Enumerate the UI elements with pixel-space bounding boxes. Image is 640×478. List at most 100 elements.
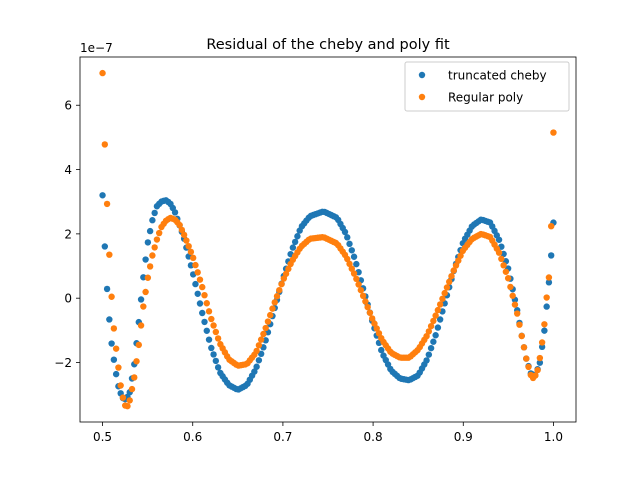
data-point (430, 338, 437, 345)
data-point (101, 243, 109, 250)
data-point (550, 129, 557, 136)
data-point (189, 254, 197, 262)
legend-box (404, 61, 570, 112)
data-point (192, 280, 199, 288)
axes-layer: 0.5 0.6 0.7 0.8 0.9 1.0 −2 0 2 4 6 (54, 56, 577, 444)
data-point (518, 332, 525, 340)
data-point (196, 276, 204, 283)
data-point (126, 397, 133, 404)
data-point (212, 328, 220, 336)
data-point (278, 280, 285, 288)
data-point (201, 291, 208, 299)
data-point (430, 317, 437, 325)
data-point (208, 344, 215, 352)
data-point (180, 231, 188, 239)
data-point (344, 234, 351, 241)
data-point (199, 309, 206, 317)
data-point (112, 345, 120, 352)
data-point (212, 357, 220, 365)
x-tick-label: 0.9 (454, 430, 473, 444)
data-point (110, 356, 118, 363)
data-point (201, 318, 208, 326)
data-point (502, 268, 510, 275)
data-point (253, 363, 260, 370)
data-point (439, 295, 446, 302)
legend-label: truncated cheby (448, 69, 547, 83)
data-point (532, 372, 539, 379)
data-point (106, 316, 113, 323)
data-point (133, 358, 140, 365)
data-point (285, 265, 292, 273)
data-point (214, 364, 222, 371)
data-point (210, 351, 217, 358)
data-point (115, 364, 122, 371)
data-point (273, 293, 281, 300)
data-point (448, 272, 455, 280)
data-point (362, 298, 369, 305)
data-point (364, 303, 371, 311)
data-point (547, 223, 555, 230)
data-point (346, 240, 353, 248)
data-point (457, 252, 464, 259)
data-point (146, 263, 154, 270)
x-tick-label: 0.7 (273, 430, 292, 444)
data-point (257, 350, 265, 358)
data-point (455, 257, 462, 264)
data-point (208, 315, 215, 323)
data-point (509, 292, 516, 299)
y-tick-label: 0 (64, 292, 72, 306)
y-tick-label: 6 (64, 99, 72, 113)
data-point (103, 200, 111, 208)
data-point (112, 370, 120, 378)
data-point (269, 305, 276, 312)
data-point (495, 249, 503, 256)
data-point (137, 322, 145, 329)
series-regular-poly (99, 69, 557, 410)
data-point (99, 192, 106, 199)
data-point (194, 269, 201, 276)
y-tick-label: −2 (54, 356, 72, 370)
data-point (205, 336, 213, 343)
data-point (536, 359, 544, 366)
data-point (504, 275, 512, 282)
data-point (353, 275, 360, 283)
data-point (432, 312, 439, 319)
data-point (545, 274, 553, 281)
data-point (536, 354, 544, 362)
data-point (425, 328, 433, 335)
data-point (185, 243, 192, 250)
data-point (541, 327, 548, 334)
data-point (253, 347, 260, 355)
data-point (348, 247, 355, 254)
data-point (425, 351, 433, 358)
data-point (341, 228, 349, 236)
data-point (144, 239, 152, 246)
data-point (264, 318, 272, 325)
data-point (142, 256, 149, 263)
data-point (348, 265, 355, 272)
data-point (131, 374, 138, 381)
data-point (280, 275, 288, 282)
data-point (142, 288, 149, 296)
data-point (498, 255, 505, 263)
data-point (289, 244, 297, 251)
data-point (543, 294, 550, 301)
x-tick-label: 0.6 (183, 430, 202, 444)
data-point (262, 324, 269, 332)
data-point (106, 251, 113, 258)
chart-title: Residual of the cheby and poly fit (206, 37, 450, 53)
data-point (452, 262, 460, 269)
legend: truncated cheby Regular poly (404, 61, 570, 112)
data-point (350, 270, 358, 277)
data-point (366, 309, 374, 316)
data-point (99, 69, 106, 77)
x-tick-label: 0.8 (364, 430, 383, 444)
data-point (255, 357, 263, 364)
data-point (357, 286, 365, 294)
data-point (149, 252, 156, 259)
data-point (187, 248, 195, 256)
data-point (547, 252, 555, 259)
legend-label: Regular poly (448, 91, 523, 105)
data-point (434, 324, 442, 331)
data-point (178, 226, 186, 234)
